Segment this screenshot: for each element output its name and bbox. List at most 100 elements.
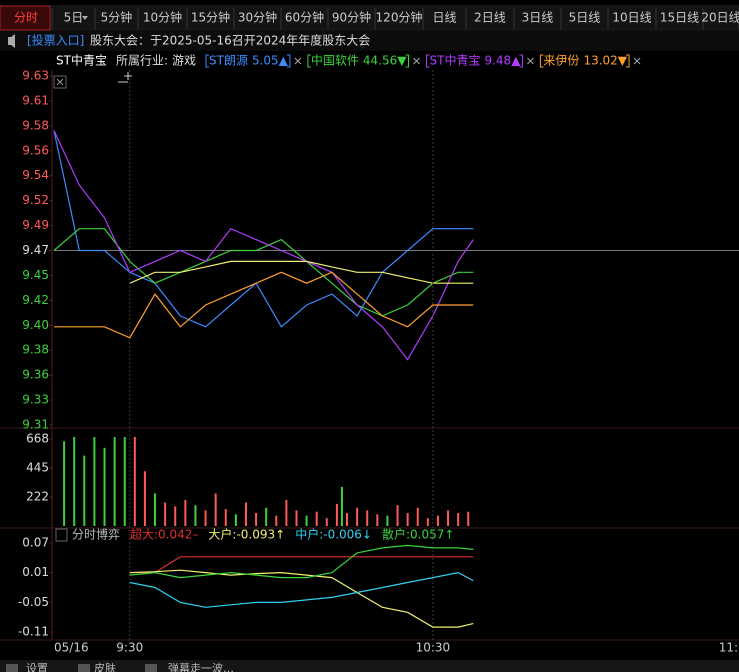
volume-bar bbox=[340, 486, 343, 526]
tab[interactable]: 90分钟 bbox=[332, 10, 371, 25]
bracket bbox=[286, 54, 291, 68]
status-item[interactable]: 设置 bbox=[26, 662, 48, 672]
remove-icon[interactable] bbox=[294, 57, 302, 65]
volume-bar bbox=[133, 437, 136, 526]
bracket bbox=[626, 54, 630, 68]
volume-bar bbox=[224, 509, 227, 526]
tab[interactable]: 20日线 bbox=[701, 11, 739, 25]
tab-active bbox=[0, 5, 51, 31]
tab[interactable]: 5分钟 bbox=[101, 10, 133, 25]
indicator-legend: 中户:-0.006↓ bbox=[295, 527, 372, 542]
y-tick-label: 9.54 bbox=[22, 168, 49, 182]
help-icon[interactable] bbox=[55, 528, 68, 542]
y-tick-label: 9.61 bbox=[22, 93, 49, 107]
bracket bbox=[519, 54, 523, 68]
y-tick-label: 0.07 bbox=[22, 535, 49, 549]
notice-text: 股东大会：于2025-05-16召开2024年年度股东大会 bbox=[90, 33, 370, 48]
tab[interactable]: 120分钟 bbox=[376, 10, 423, 25]
legend-name[interactable]: ST中青宝 bbox=[430, 53, 481, 68]
y-tick-label: 0.01 bbox=[22, 565, 49, 579]
tab[interactable]: 15日线 bbox=[660, 11, 699, 25]
volume-bar bbox=[184, 499, 187, 526]
y-tick-label: 9.38 bbox=[22, 343, 49, 357]
legend-name[interactable]: 来伊份 bbox=[543, 54, 579, 68]
volume-bar bbox=[335, 503, 338, 526]
volume-bar bbox=[113, 437, 116, 526]
status-icon bbox=[145, 664, 157, 672]
y-tick-label: 668 bbox=[26, 431, 49, 445]
notice-link[interactable]: [投票入口] bbox=[27, 33, 84, 48]
series-line bbox=[53, 130, 474, 361]
remove-icon[interactable] bbox=[633, 57, 641, 65]
y-tick-label: 9.56 bbox=[22, 143, 49, 157]
close-x bbox=[56, 78, 64, 86]
volume-bar bbox=[315, 511, 318, 526]
x-tick-label: 11:30 bbox=[719, 641, 739, 655]
tab[interactable]: 5日线 bbox=[569, 11, 601, 25]
volume-bar bbox=[346, 512, 349, 526]
remove-icon[interactable] bbox=[527, 57, 534, 65]
indicator-legend: 散户:0.057↑ bbox=[382, 527, 454, 542]
volume-bar bbox=[83, 455, 86, 526]
volume-bar bbox=[204, 510, 207, 526]
volume-bar bbox=[426, 518, 429, 526]
y-tick-label: 9.42 bbox=[22, 293, 49, 307]
status-item[interactable]: 弹幕走一波… bbox=[168, 661, 234, 672]
series-line bbox=[129, 571, 474, 608]
tab[interactable]: 10日线 bbox=[612, 11, 651, 25]
volume-bar bbox=[214, 493, 217, 526]
y-tick-label: 9.31 bbox=[22, 418, 49, 432]
y-tick-label: 9.33 bbox=[22, 393, 49, 407]
volume-bar bbox=[376, 514, 379, 526]
close-box[interactable] bbox=[53, 75, 67, 89]
y-tick-label: 445 bbox=[26, 461, 49, 475]
legend-name[interactable]: 中国软件 bbox=[311, 53, 359, 68]
industry: 游戏 bbox=[172, 54, 196, 68]
tab[interactable]: 10分钟 bbox=[143, 10, 182, 25]
volume-bar bbox=[154, 493, 157, 526]
volume-bar bbox=[295, 510, 298, 526]
tab-bar bbox=[0, 5, 739, 31]
status-icon bbox=[78, 664, 90, 672]
tab[interactable]: 分时 bbox=[14, 11, 38, 25]
tab[interactable]: 2日线 bbox=[474, 11, 506, 25]
y-tick-label: 9.58 bbox=[22, 118, 49, 132]
remove-icon[interactable] bbox=[413, 57, 420, 65]
crosshair-icon bbox=[118, 72, 132, 83]
legend-quote: 9.48▲ bbox=[484, 54, 521, 68]
y-tick-label: 9.47 bbox=[22, 243, 49, 257]
tab[interactable]: 3日线 bbox=[522, 11, 554, 25]
volume-bar bbox=[234, 514, 237, 526]
tab[interactable]: 5日 bbox=[64, 11, 84, 25]
volume-bar bbox=[93, 437, 96, 526]
volume-bar bbox=[416, 507, 419, 526]
y-tick-label: 9.49 bbox=[22, 218, 49, 232]
tab[interactable]: 15分钟 bbox=[191, 10, 230, 25]
dropdown-arrow bbox=[82, 16, 88, 20]
y-tick-label: 222 bbox=[26, 490, 49, 504]
legend-quote: 44.56▼ bbox=[363, 54, 407, 68]
indicator-legend: 大户:-0.093↑ bbox=[208, 527, 285, 542]
status-item[interactable]: 皮肤 bbox=[94, 661, 116, 672]
series-line bbox=[129, 569, 474, 628]
notice-bar bbox=[0, 31, 739, 51]
tab[interactable]: 60分钟 bbox=[285, 10, 324, 25]
status-bar bbox=[0, 660, 739, 672]
tab[interactable]: 30分钟 bbox=[238, 10, 277, 25]
volume-bar bbox=[123, 437, 126, 526]
series-line bbox=[54, 271, 474, 339]
legend-quote: 5.05▲ bbox=[252, 54, 289, 68]
tab[interactable]: 日线 bbox=[432, 11, 456, 25]
legend-quote: 13.02▼ bbox=[583, 54, 627, 68]
y-tick-label: 9.36 bbox=[22, 368, 49, 382]
y-tick-label: 9.63 bbox=[22, 69, 49, 83]
volume-bar bbox=[305, 515, 308, 526]
volume-bar bbox=[194, 505, 197, 526]
legend-name[interactable]: ST朗源 bbox=[209, 54, 248, 68]
volume-bar bbox=[174, 506, 177, 526]
y-tick-label: 9.40 bbox=[22, 318, 49, 332]
bracket bbox=[205, 54, 209, 68]
volume-bar bbox=[325, 518, 328, 526]
